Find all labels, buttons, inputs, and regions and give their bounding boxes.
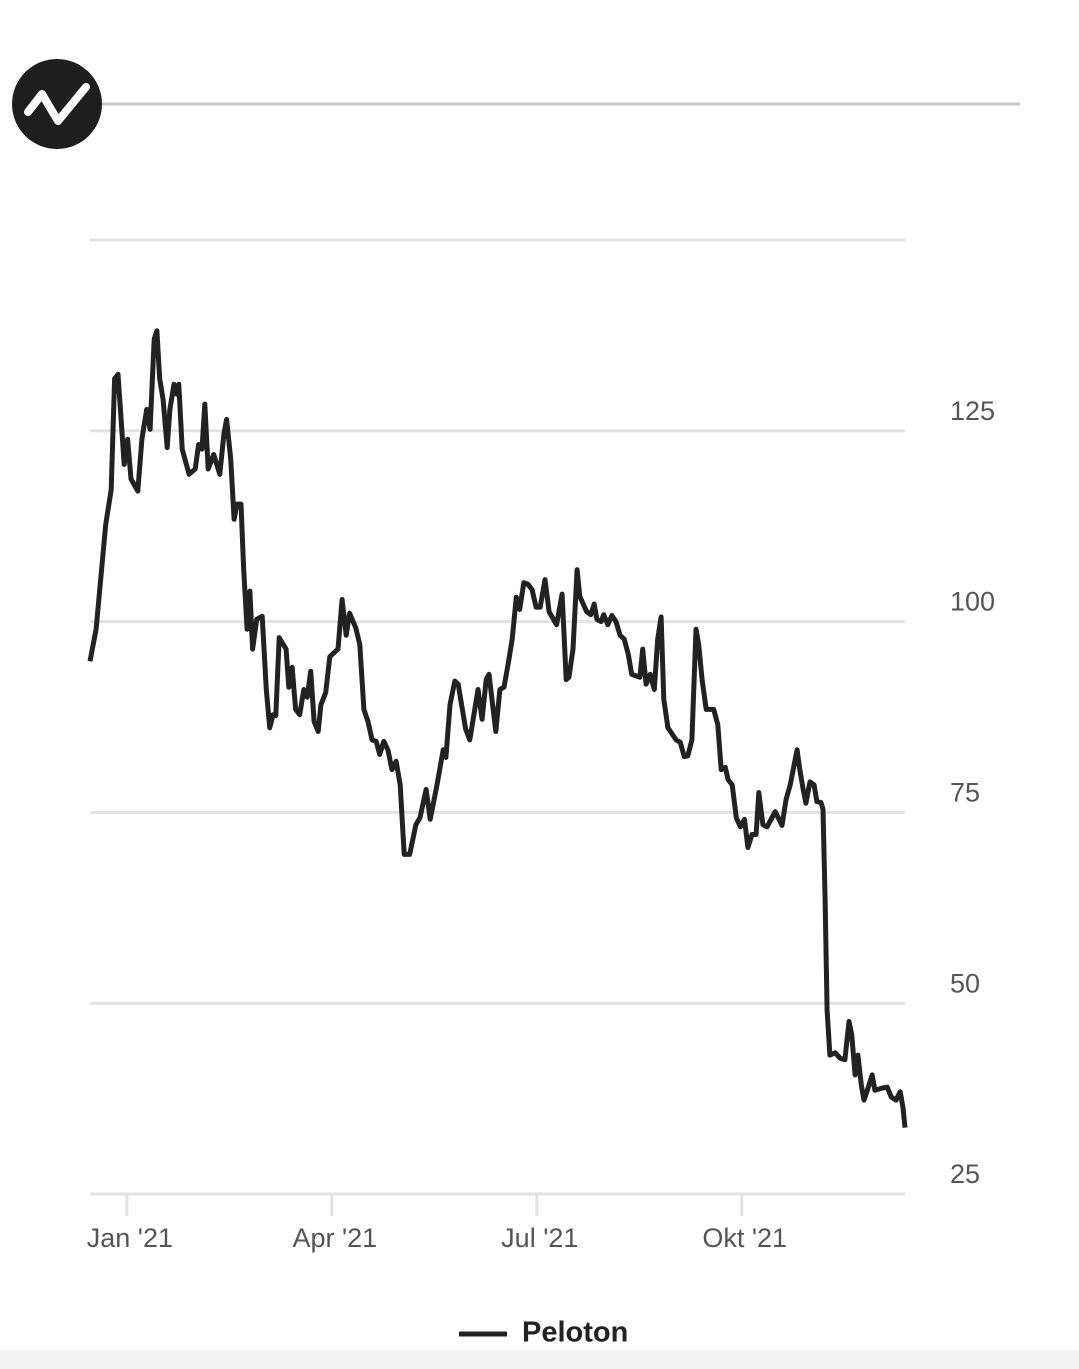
y-tick-label: 25 (950, 1159, 980, 1189)
logo-circle (12, 59, 102, 149)
bottom-bar (0, 1350, 1079, 1369)
x-tick-label: Apr '21 (292, 1223, 377, 1253)
y-tick-label: 100 (950, 587, 995, 617)
x-tick-label: Okt '21 (702, 1223, 787, 1253)
x-tick-label: Jul '21 (501, 1223, 578, 1253)
y-tick-label: 50 (950, 968, 980, 998)
logo (12, 59, 102, 149)
y-tick-label: 125 (950, 396, 995, 426)
y-tick-label: 75 (950, 778, 980, 808)
legend-label: Peloton (522, 1317, 628, 1349)
logo-icon (24, 83, 90, 125)
x-tick-label: Jan '21 (87, 1223, 173, 1253)
price-line (87, 328, 908, 1128)
